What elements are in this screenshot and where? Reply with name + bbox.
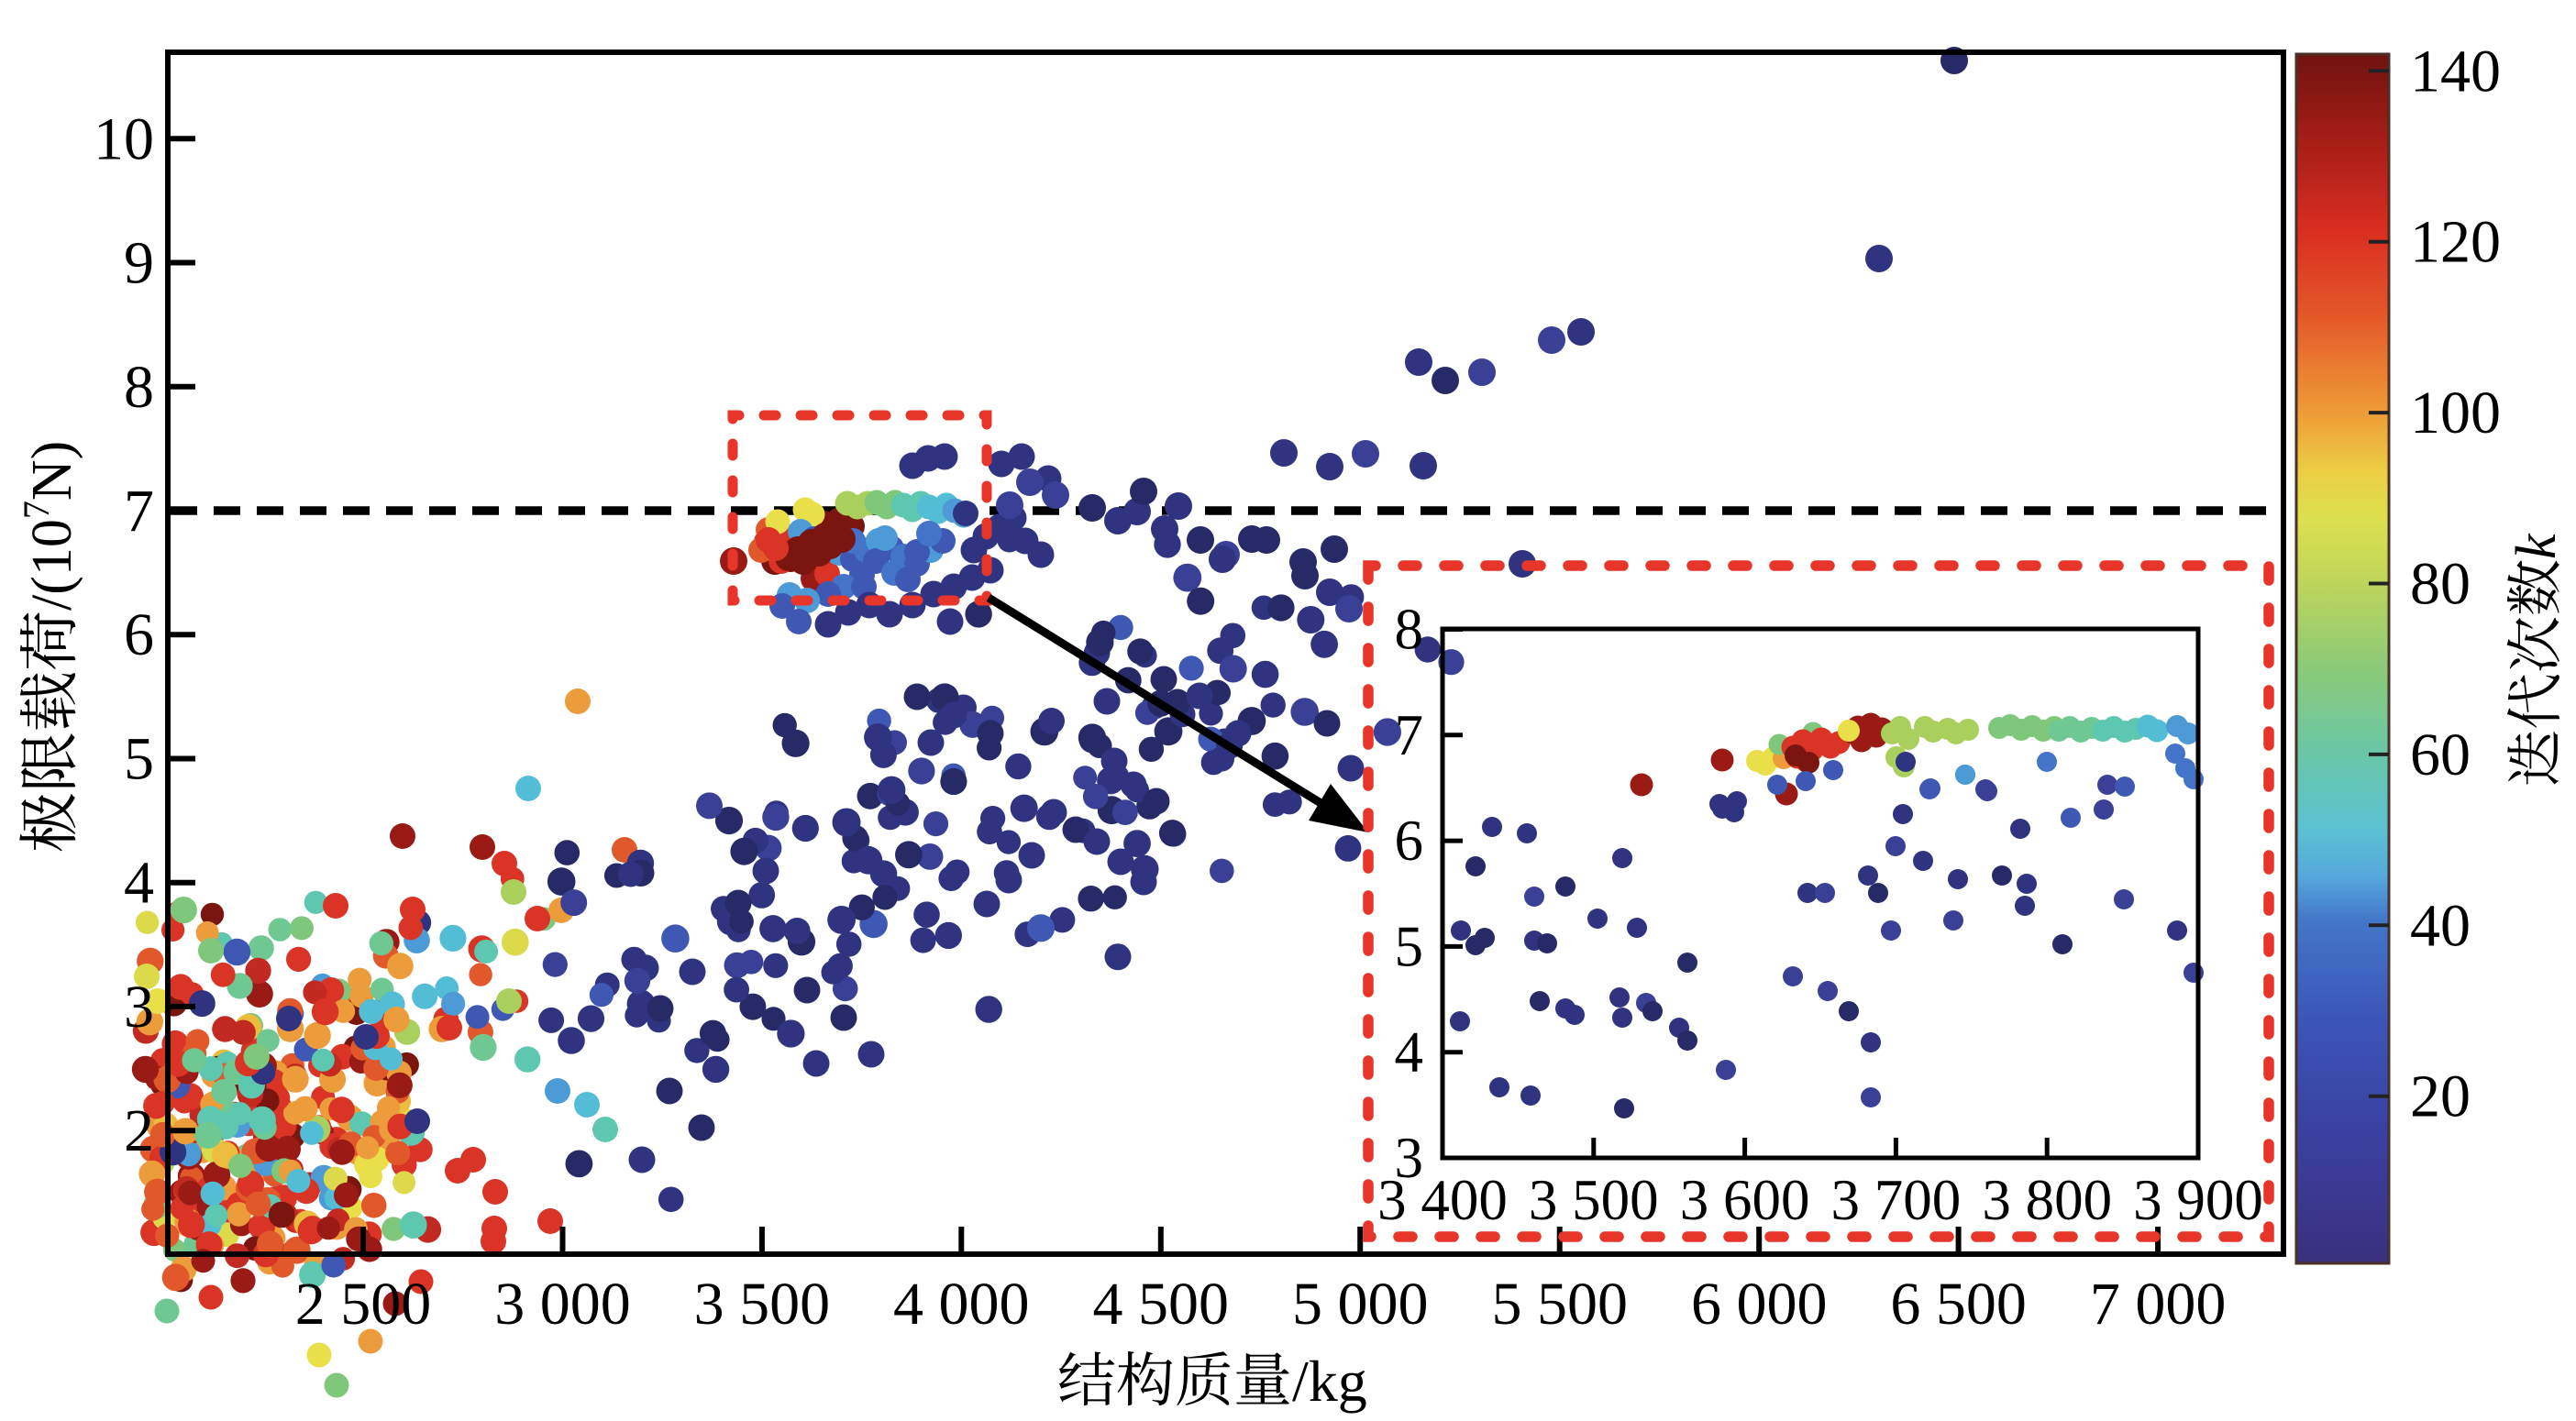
svg-text:4 000: 4 000	[893, 1271, 1030, 1338]
svg-text:2: 2	[124, 1097, 154, 1164]
svg-text:/kg: /kg	[1292, 1349, 1367, 1414]
svg-text:140: 140	[2410, 38, 2501, 105]
svg-text:100: 100	[2410, 380, 2501, 446]
svg-text:60: 60	[2410, 722, 2471, 788]
svg-text:40: 40	[2410, 892, 2471, 959]
svg-text:7 000: 7 000	[2090, 1271, 2227, 1338]
svg-text:4: 4	[124, 850, 154, 917]
svg-text:/(107N): /(107N)	[16, 441, 83, 611]
svg-text:80: 80	[2410, 551, 2471, 618]
svg-text:5: 5	[124, 726, 154, 793]
svg-text:7: 7	[124, 478, 154, 545]
svg-text:4 500: 4 500	[1093, 1271, 1230, 1338]
svg-text:6: 6	[124, 601, 154, 668]
svg-text:3 600: 3 600	[1680, 1168, 1810, 1232]
svg-text:k: k	[2505, 533, 2568, 559]
svg-text:3 000: 3 000	[494, 1271, 631, 1338]
svg-text:3: 3	[124, 974, 154, 1041]
svg-text:7: 7	[1395, 703, 1424, 767]
svg-text:3: 3	[1395, 1126, 1424, 1190]
svg-text:3 500: 3 500	[694, 1271, 831, 1338]
svg-text:6 000: 6 000	[1691, 1271, 1828, 1338]
svg-text:3 800: 3 800	[1982, 1168, 2112, 1232]
svg-text:5: 5	[1395, 914, 1424, 978]
svg-text:8: 8	[1395, 598, 1424, 662]
svg-text:9: 9	[124, 230, 154, 297]
svg-text:5 500: 5 500	[1491, 1271, 1628, 1338]
svg-text:4: 4	[1395, 1020, 1424, 1085]
svg-text:6: 6	[1395, 809, 1424, 873]
svg-text:8: 8	[124, 354, 154, 421]
svg-text:3 700: 3 700	[1831, 1168, 1962, 1232]
svg-text:2 500: 2 500	[295, 1271, 432, 1338]
svg-text:10: 10	[94, 105, 154, 172]
svg-text:20: 20	[2410, 1063, 2471, 1130]
svg-text:5 000: 5 000	[1292, 1271, 1429, 1338]
svg-text:6 500: 6 500	[1890, 1271, 2027, 1338]
svg-text:3 400: 3 400	[1377, 1168, 1508, 1232]
svg-text:3 900: 3 900	[2133, 1168, 2263, 1232]
svg-text:120: 120	[2410, 209, 2501, 276]
svg-text:3 500: 3 500	[1529, 1168, 1659, 1232]
